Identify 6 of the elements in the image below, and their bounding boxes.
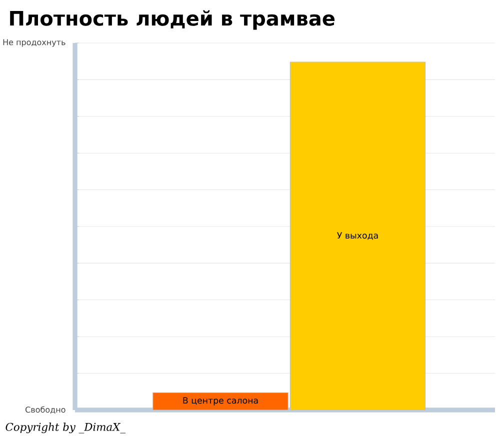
x-tick-label: У выхода [337,232,378,240]
x-tick-label: В центре салона [183,397,258,406]
text: Не продохнуть [3,39,66,47]
chart-title: Плотность людей в трамвае [10,10,335,30]
text: Свободно [26,406,66,414]
text: Copyright by _DimaX_ [6,422,126,434]
